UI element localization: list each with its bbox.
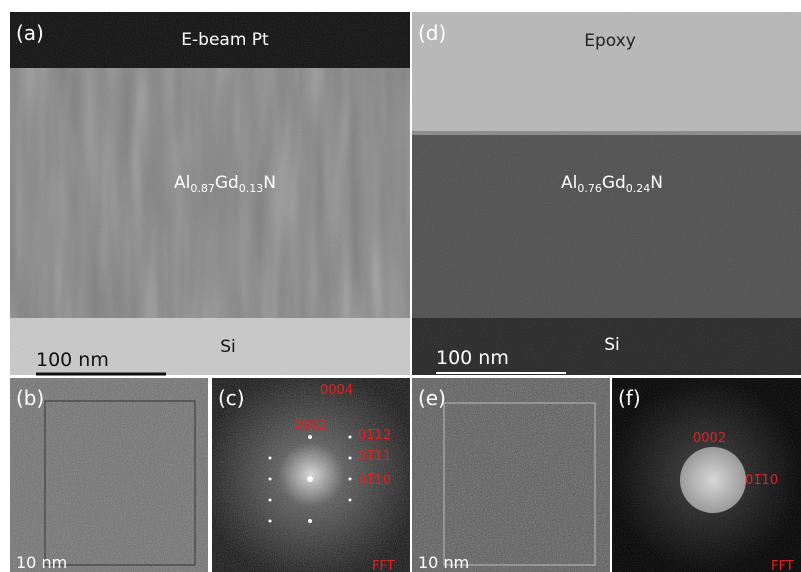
fft-disk [680, 447, 746, 513]
panel-label: (c) [218, 386, 245, 410]
layer-label: E-beam Pt [181, 30, 269, 50]
panel-label: (b) [16, 386, 44, 410]
scale-bar-label: 10 nm [16, 553, 67, 572]
figure: (a) E-beam Pt Al0.87Gd0.13N Si 100 nm (d… [0, 0, 801, 572]
noise [412, 12, 801, 375]
spot-label: 01̅12 [358, 428, 391, 443]
spot-label: 0004 [320, 383, 353, 398]
panel-f: (f) 0002 01̅10 FFT [612, 378, 801, 572]
panel-d: (d) Epoxy Al0.76Gd0.24N Si 100 nm [412, 12, 801, 375]
substrate-label: Si [604, 335, 620, 355]
spot-label: 0002 [693, 431, 726, 446]
spot-label: 0002 [294, 418, 327, 433]
fft-caption: FFT [771, 559, 794, 572]
scale-bar-label: 100 nm [436, 347, 509, 369]
panel-label: (d) [418, 21, 446, 45]
fft-caption: FFT [372, 559, 395, 572]
panel-a: (a) E-beam Pt Al0.87Gd0.13N Si 100 nm [10, 12, 410, 375]
panel-e: (e) 10 nm [412, 378, 610, 572]
panel-b: (b) 10 nm [10, 378, 208, 572]
scale-bar-label: 10 nm [418, 553, 469, 572]
panel-label: (a) [16, 21, 44, 45]
panel-label: (e) [418, 386, 446, 410]
panel-c: (c) 0004 0002 01̅12 01̅11 01̅10 FFT [212, 378, 410, 572]
spot-label: 01̅10 [745, 473, 778, 488]
spot-label: 01̅10 [358, 473, 391, 488]
layer-label: Epoxy [584, 31, 636, 51]
scale-bar-label: 100 nm [36, 349, 109, 371]
panel-label: (f) [618, 386, 641, 410]
spot-label: 01̅11 [358, 449, 391, 464]
substrate-label: Si [220, 337, 236, 357]
